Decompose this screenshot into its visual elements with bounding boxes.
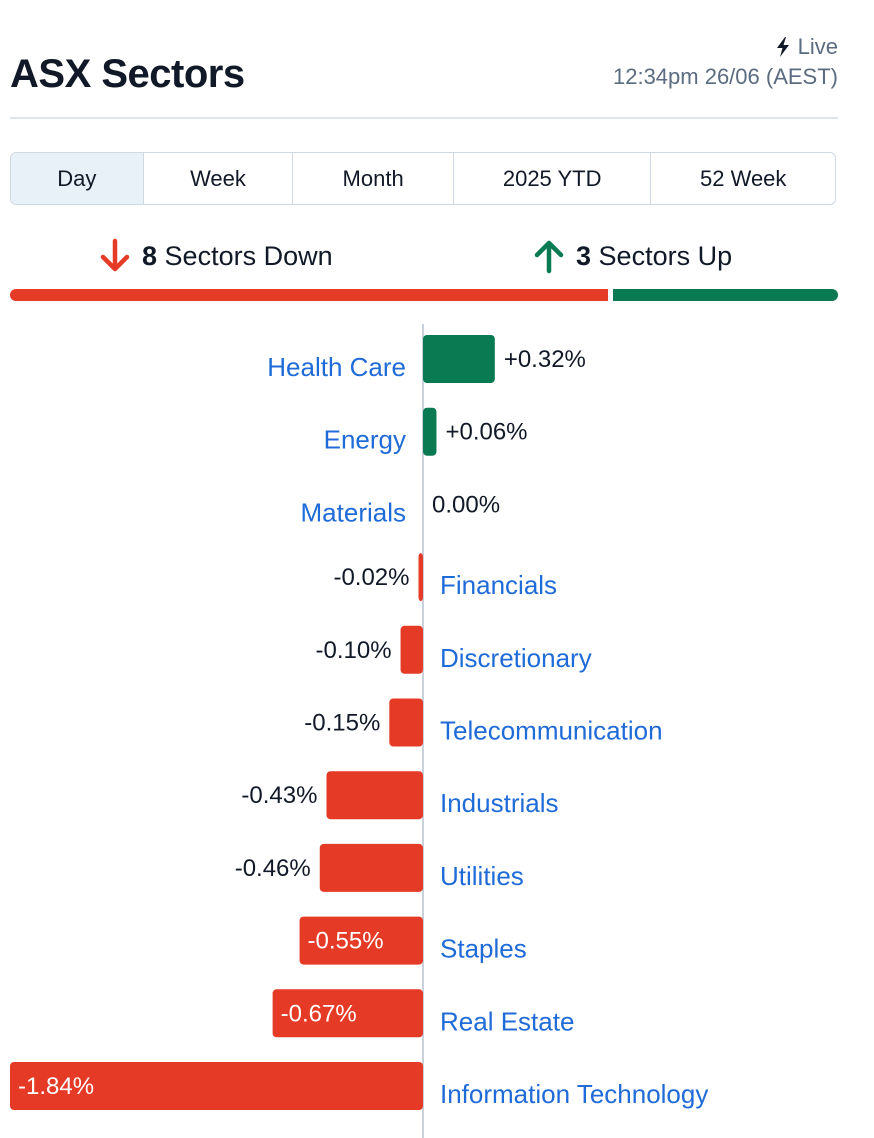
- tab-month[interactable]: Month: [293, 153, 454, 204]
- live-indicator: Live: [774, 34, 838, 60]
- header-divider: [10, 117, 838, 119]
- value-label-information-technology: -1.84%: [18, 1073, 94, 1100]
- tab-2025-ytd[interactable]: 2025 YTD: [454, 153, 652, 204]
- arrow-up-icon: [534, 240, 564, 274]
- sector-link-energy[interactable]: Energy: [324, 425, 406, 455]
- value-label-telecommunication: -0.15%: [304, 710, 380, 737]
- sectors-down-summary: 8 Sectors Down: [98, 238, 333, 274]
- sector-link-materials[interactable]: Materials: [301, 497, 406, 527]
- value-label-materials: 0.00%: [432, 491, 500, 518]
- value-label-discretionary: -0.10%: [316, 637, 392, 664]
- bar-health-care: [423, 335, 495, 383]
- live-label: Live: [797, 34, 838, 59]
- sectors-up-bar: [613, 289, 838, 301]
- sectors-down-label: Sectors Down: [164, 240, 333, 271]
- tab-week[interactable]: Week: [144, 153, 294, 204]
- value-label-financials: -0.02%: [333, 564, 409, 591]
- sector-link-industrials[interactable]: Industrials: [440, 788, 559, 818]
- sector-link-staples[interactable]: Staples: [440, 934, 527, 964]
- bar-energy: [423, 407, 437, 456]
- bar-industrials: [326, 771, 423, 820]
- sector-link-financials[interactable]: Financials: [440, 570, 557, 600]
- sector-link-real-estate[interactable]: Real Estate: [440, 1006, 574, 1036]
- sectors-up-label: Sectors Up: [598, 240, 733, 271]
- sectors-up-count: 3: [576, 240, 592, 271]
- value-label-energy: +0.06%: [445, 419, 527, 446]
- sectors-down-bar: [10, 289, 608, 301]
- value-label-staples: -0.55%: [308, 928, 384, 955]
- sector-link-information-technology[interactable]: Information Technology: [440, 1079, 708, 1109]
- bar-staples: [299, 916, 423, 965]
- bar-telecommunication: [389, 698, 423, 747]
- value-label-industrials: -0.43%: [241, 782, 317, 809]
- sector-link-health-care[interactable]: Health Care: [267, 352, 406, 382]
- page-title: ASX Sectors: [10, 52, 245, 96]
- sector-link-telecommunication[interactable]: Telecommunication: [440, 716, 663, 746]
- period-tabs: Day Week Month 2025 YTD 52 Week: [10, 152, 836, 205]
- tab-day[interactable]: Day: [11, 153, 144, 204]
- tab-52-week[interactable]: 52 Week: [700, 165, 787, 191]
- sectors-up-summary: 3 Sectors Up: [532, 238, 732, 274]
- value-label-real-estate: -0.67%: [281, 1000, 357, 1027]
- value-label-health-care: +0.32%: [504, 346, 586, 373]
- sector-bar-chart: +0.32% Health Care +0.06% Energy 0.00% Materi…: [10, 324, 708, 1138]
- timestamp: 12:34pm 26/06 (AEST): [612, 64, 838, 89]
- bar-utilities: [319, 843, 423, 892]
- bar-information-technology: [10, 1062, 423, 1110]
- bar-discretionary: [400, 625, 423, 674]
- arrow-down-icon: [100, 238, 130, 272]
- sectors-down-count: 8: [142, 240, 158, 271]
- value-label-utilities: -0.46%: [235, 855, 311, 882]
- lightning-icon: [776, 37, 789, 57]
- bar-financials: [418, 553, 423, 602]
- sector-link-discretionary[interactable]: Discretionary: [440, 643, 592, 673]
- bar-real-estate: [272, 989, 423, 1038]
- sector-link-utilities[interactable]: Utilities: [440, 861, 524, 891]
